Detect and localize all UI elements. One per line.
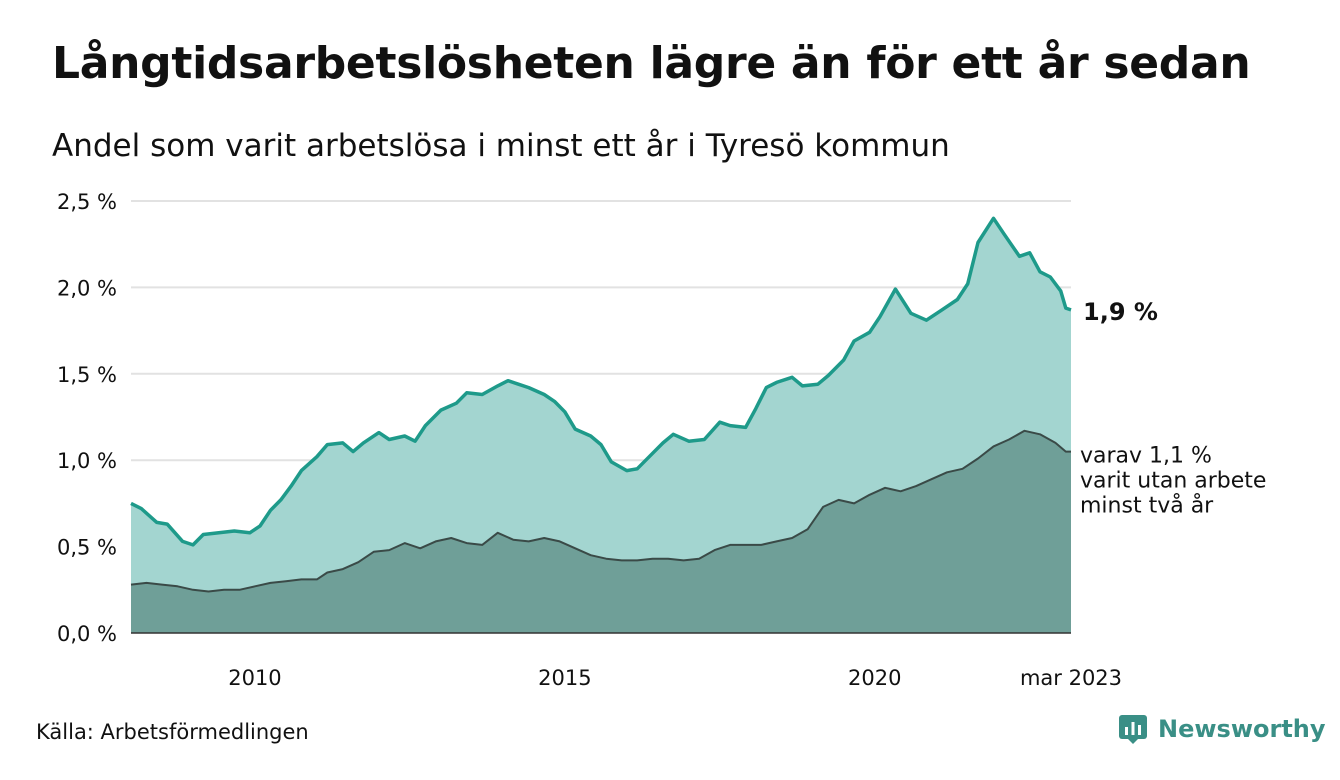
chart-subtitle: Andel som varit arbetslösa i minst ett å… [52, 128, 950, 164]
x-tick-label: 2015 [538, 666, 591, 690]
x-tick-label: 2020 [848, 666, 901, 690]
series-long-line [130, 429, 1071, 593]
series-long-area [131, 430, 1071, 633]
brand-logo[interactable]: Newsworthy [1118, 714, 1326, 744]
y-tick-label: 1,5 % [57, 363, 117, 387]
newsworthy-logo-icon [1119, 715, 1147, 744]
chart-title: Långtidsarbetslösheten lägre än för ett … [52, 38, 1251, 89]
end-label-long-line: varav 1,1 % [1080, 444, 1212, 469]
brand-name: Newsworthy [1158, 715, 1326, 743]
y-tick-label: 2,5 % [57, 190, 117, 214]
source-note: Källa: Arbetsförmedlingen [36, 720, 309, 744]
y-tick-label: 0,5 % [57, 536, 117, 560]
x-tick-label: 2010 [228, 666, 281, 690]
end-label-long-line: varit utan arbete [1080, 469, 1266, 494]
end-label-long-line: minst två år [1080, 493, 1214, 519]
y-tick-label: 1,0 % [57, 449, 117, 473]
x-tick-label: mar 2023 [1020, 666, 1122, 690]
series-total-line [130, 216, 1072, 547]
y-tick-label: 0,0 % [57, 622, 117, 646]
y-tick-label: 2,0 % [57, 276, 117, 300]
end-label-total: 1,9 % [1083, 298, 1158, 326]
